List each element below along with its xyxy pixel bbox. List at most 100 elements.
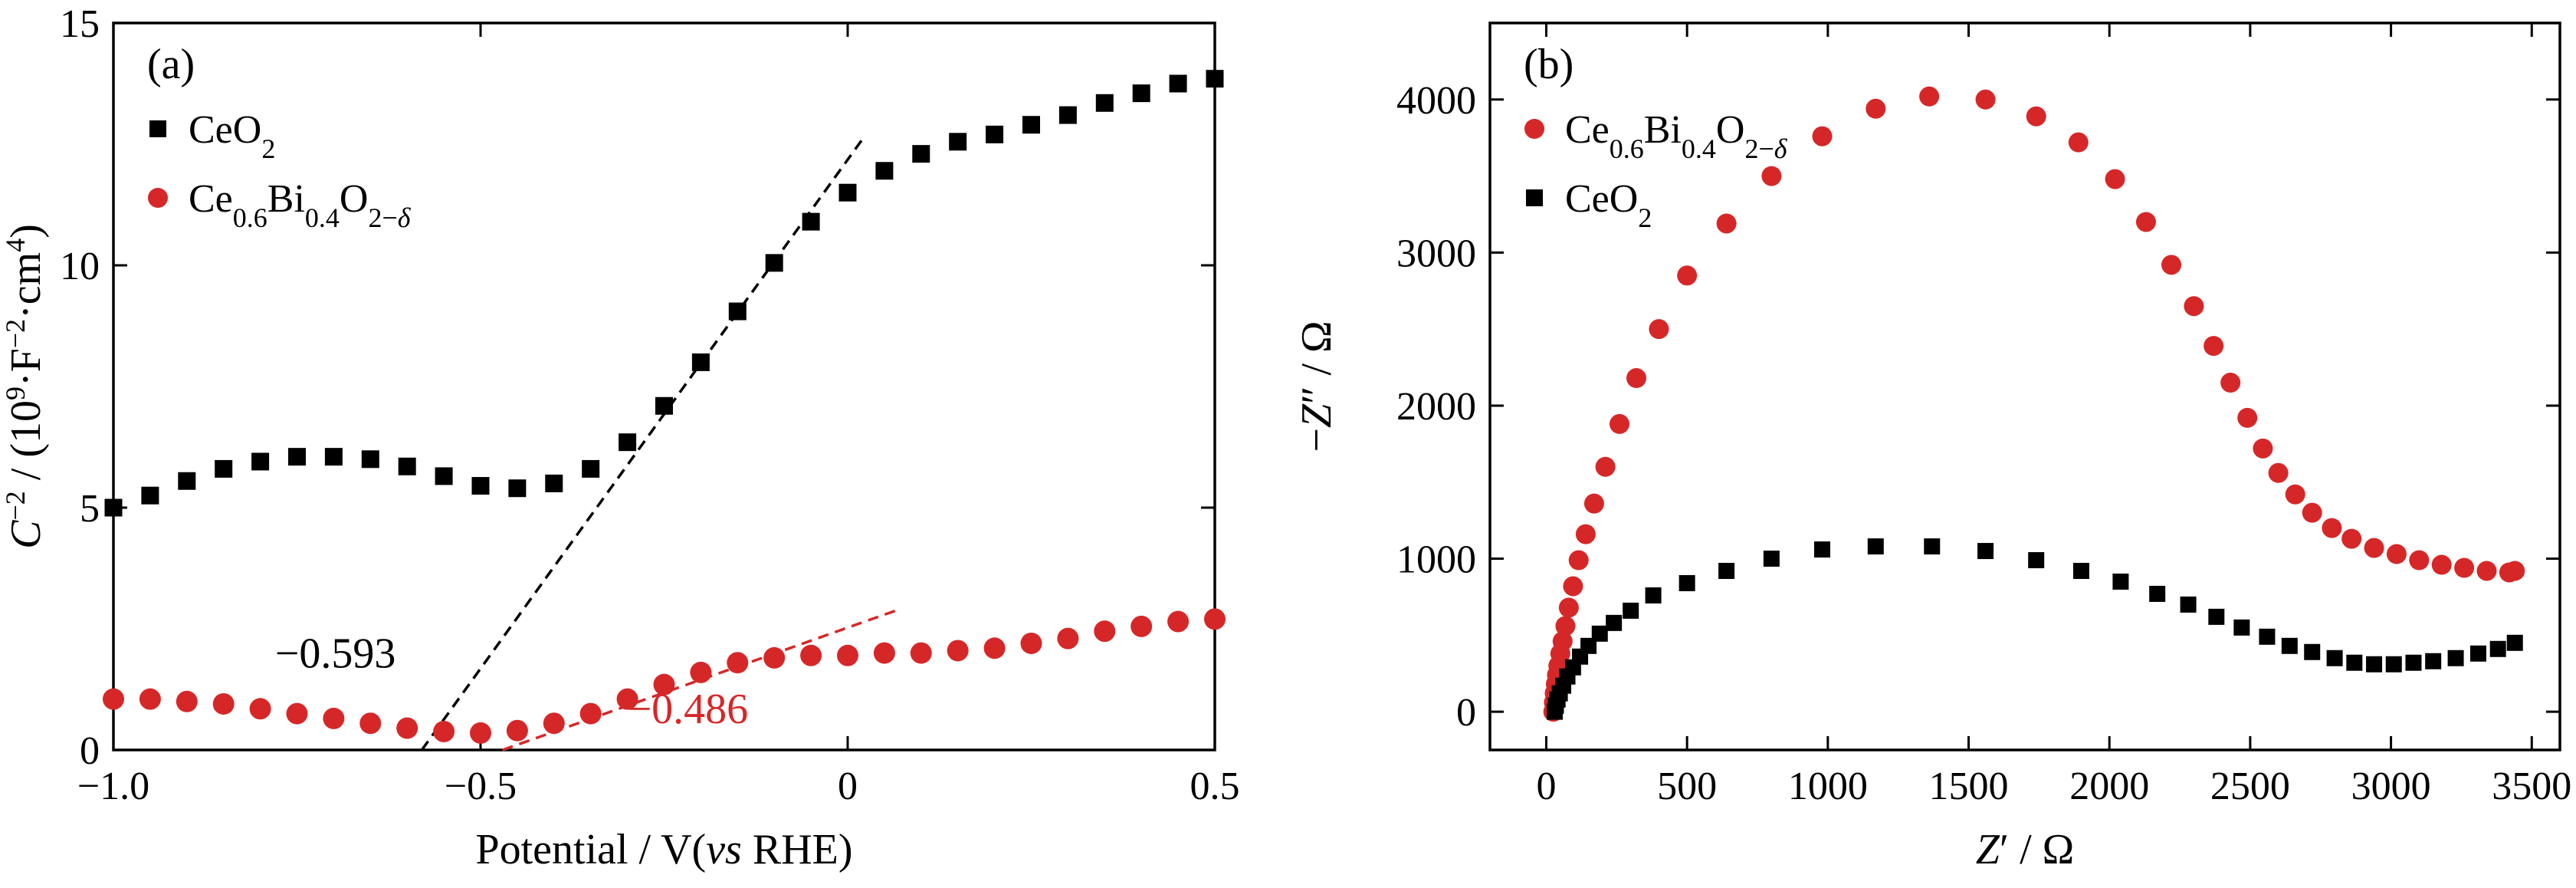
- data-point: [2386, 544, 2407, 564]
- data-point: [1649, 319, 1669, 340]
- data-point: [1718, 562, 1735, 579]
- data-point: [2072, 562, 2089, 579]
- x-tick-label: 3000: [2351, 765, 2431, 808]
- data-point: [838, 183, 857, 202]
- x-tick-label: −0.5: [445, 765, 517, 808]
- y-tick-label: 2000: [1396, 385, 1476, 429]
- data-point: [323, 707, 345, 729]
- data-point: [2302, 502, 2322, 523]
- data-point: [2346, 654, 2363, 671]
- panel-label: (b): [1524, 41, 1573, 88]
- data-point: [470, 722, 491, 744]
- data-point: [1677, 265, 1698, 286]
- data-point: [141, 486, 159, 505]
- data-point: [802, 212, 820, 231]
- data-point: [1094, 620, 1116, 643]
- panel-a-chart: −1.0 −0.5 0 0.5 0 5 10 15 Potential / V(vs RHE) C…: [0, 2, 1240, 873]
- data-point: [2469, 645, 2486, 662]
- data-point: [178, 472, 196, 490]
- data-point: [1568, 550, 1589, 571]
- data-point: [286, 702, 308, 725]
- data-point: [2105, 169, 2125, 189]
- data-point: [1623, 602, 1639, 619]
- panel-a-axes: −1.0 −0.5 0 0.5 0 5 10 15 Potential / V(vs RHE) C…: [0, 2, 1240, 873]
- x-tick-label: 2000: [2069, 765, 2149, 808]
- legend-label: Ce0.6Bi0.4O2−δ: [1565, 108, 1788, 164]
- data-point: [2220, 373, 2241, 393]
- data-point: [1761, 166, 1782, 186]
- data-point: [2454, 557, 2475, 578]
- data-point: [506, 719, 528, 742]
- data-point: [2149, 585, 2166, 602]
- data-point: [910, 642, 932, 664]
- legend-marker: [148, 188, 168, 208]
- panel-b-legend: Ce0.6Bi0.4O2−δ CeO2: [1524, 108, 1788, 233]
- legend-label: CeO2: [189, 108, 275, 164]
- data-point: [1167, 610, 1190, 633]
- y-tick-label: 4000: [1396, 79, 1476, 123]
- y-tick-label: 1000: [1396, 538, 1476, 582]
- legend-label: Ce0.6Bi0.4O2−δ: [189, 177, 412, 233]
- data-point: [912, 145, 930, 163]
- data-point: [1716, 213, 1737, 234]
- legend-marker: [149, 120, 166, 137]
- data-point: [1866, 98, 1886, 119]
- data-point: [1591, 625, 1608, 642]
- data-point: [249, 698, 271, 720]
- legend-marker: [1524, 119, 1544, 139]
- data-point: [1679, 574, 1695, 591]
- data-point: [800, 644, 822, 666]
- x-tick-label: −1.0: [77, 765, 149, 808]
- data-point: [2184, 296, 2204, 317]
- data-point: [1919, 86, 1940, 107]
- x-tick-label: 0.5: [1190, 765, 1240, 808]
- y-tick-label: 5: [80, 487, 100, 531]
- data-point: [2281, 637, 2298, 654]
- data-point: [2447, 650, 2464, 666]
- panel-a-fit-lines: [420, 138, 900, 752]
- data-point: [2028, 552, 2045, 569]
- data-point: [1057, 627, 1079, 650]
- data-point: [579, 702, 602, 725]
- annotation-label: −0.486: [628, 686, 749, 733]
- x-tick-label: 3500: [2492, 765, 2571, 808]
- data-point: [212, 692, 235, 715]
- data-point: [1867, 538, 1884, 555]
- data-point: [655, 396, 673, 415]
- data-point: [1206, 70, 1224, 88]
- panel-b-marks: [1543, 86, 2525, 722]
- data-point: [2259, 628, 2276, 645]
- data-point: [2364, 538, 2384, 558]
- data-point: [727, 652, 749, 674]
- x-tick-label: 1000: [1788, 765, 1868, 808]
- data-point: [1583, 493, 1604, 514]
- data-point: [619, 433, 637, 452]
- panel-b-chart: 0 500 1000 1500 2000 2500 3000 3500 0 1000 2000 300…: [1293, 21, 2571, 873]
- data-point: [1563, 576, 1583, 597]
- data-point: [359, 712, 382, 735]
- data-point: [728, 302, 747, 321]
- data-point: [1977, 543, 1994, 560]
- series-1: [1543, 86, 2525, 722]
- data-point: [2285, 484, 2305, 505]
- data-point: [2208, 608, 2225, 625]
- data-point: [947, 640, 969, 662]
- data-point: [2068, 132, 2089, 153]
- fit-line: [420, 138, 864, 752]
- data-point: [690, 661, 712, 683]
- y-tick-label: 0: [1456, 691, 1476, 735]
- series-1: [104, 70, 1224, 517]
- data-point: [1169, 74, 1187, 93]
- x-axis-title: Potential / V(vs RHE): [475, 826, 852, 873]
- annotation-label: −0.593: [275, 630, 396, 678]
- x-tick-label: 1500: [1929, 765, 2009, 808]
- data-point: [691, 353, 710, 371]
- data-point: [949, 133, 967, 151]
- data-point: [324, 448, 343, 466]
- legend-marker: [1526, 189, 1543, 206]
- data-point: [616, 688, 638, 710]
- data-point: [2409, 550, 2430, 571]
- y-tick-label: 15: [60, 2, 100, 46]
- data-point: [2237, 407, 2258, 428]
- y-axis-title: C−2 / (109·F−2·cm4): [0, 224, 50, 549]
